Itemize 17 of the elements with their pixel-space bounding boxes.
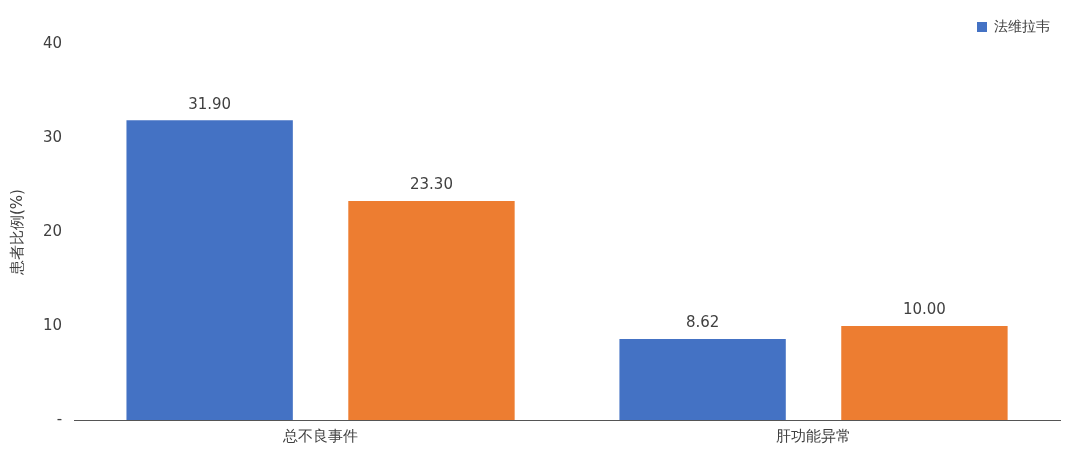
data-label: 23.30 — [410, 175, 453, 194]
legend-label: 法维拉韦 — [994, 17, 1050, 34]
bar — [841, 326, 1008, 420]
data-label: 8.62 — [685, 313, 720, 332]
bar — [126, 120, 293, 420]
bar — [619, 338, 786, 420]
data-label: 10.00 — [902, 300, 946, 319]
y-tick-label: - — [56, 409, 63, 428]
y-axis-title: 患者比例(%) — [7, 189, 26, 276]
y-tick-label: 30 — [42, 127, 63, 146]
bar — [348, 200, 515, 420]
y-tick-label: 10 — [42, 315, 63, 334]
data-label: 31.90 — [188, 94, 232, 113]
y-tick-label: 40 — [42, 33, 63, 52]
x-tick-label: 肝功能异常 — [776, 426, 852, 445]
x-tick-label: 总不良事件 — [282, 426, 359, 445]
y-tick-label: 20 — [42, 221, 63, 240]
